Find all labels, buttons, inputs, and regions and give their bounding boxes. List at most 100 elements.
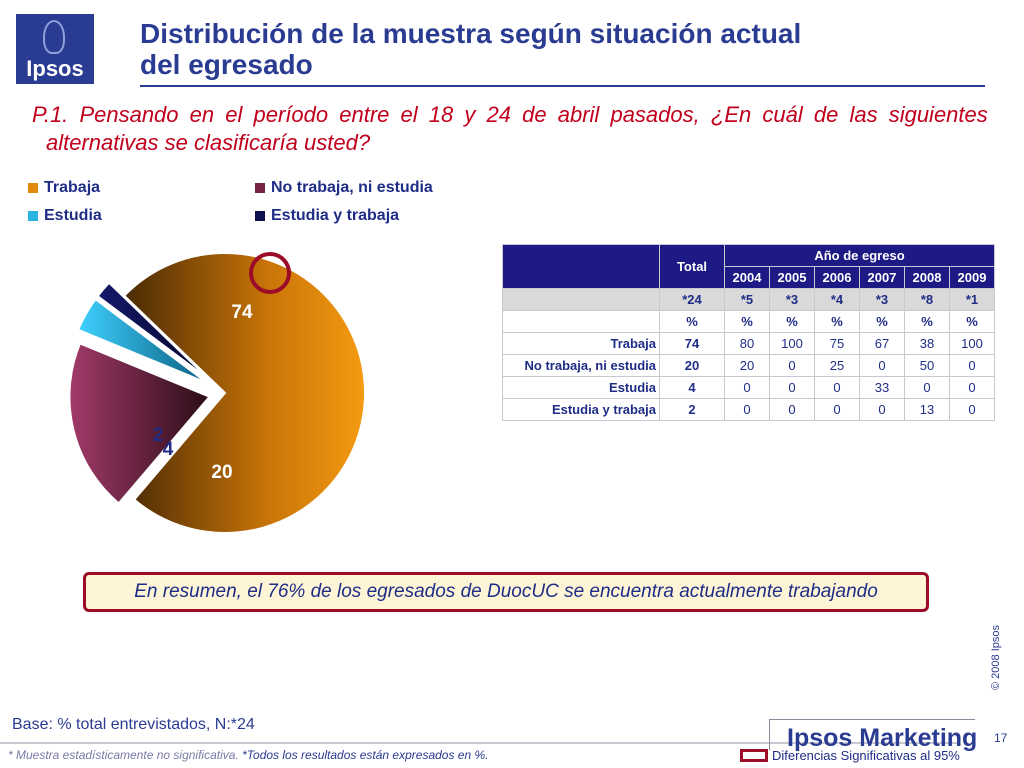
table-base-cell: *3 bbox=[859, 288, 905, 311]
table-cell: 100 bbox=[949, 332, 995, 355]
results-table: Total Año de egreso 2004 2005 2006 2007 2008 20… bbox=[502, 244, 995, 421]
table-base-cell: *1 bbox=[949, 288, 995, 311]
legend-swatch-estudia bbox=[28, 211, 38, 221]
table-row-total: 20 bbox=[659, 354, 725, 377]
question-line-1: P.1. Pensando en el período entre el 18 y 24 de abr… bbox=[32, 101, 988, 129]
table-cell: 25 bbox=[814, 354, 860, 377]
question-word: de bbox=[813, 102, 839, 127]
legend-swatch-no-trabaja bbox=[255, 183, 265, 193]
question-word: y bbox=[464, 102, 476, 127]
table-pct-cell: % bbox=[904, 310, 950, 333]
table-cell: 0 bbox=[814, 376, 860, 399]
table-base-row: *24 *5 *3 *4 *3 *8 *1 bbox=[502, 288, 995, 311]
table-base-label bbox=[502, 288, 660, 311]
question-word: abril bbox=[557, 102, 600, 127]
question-word: 18 bbox=[428, 102, 454, 127]
legend-item-no-trabaja: No trabaja, ni estudia bbox=[255, 179, 433, 197]
title-line-1: Distribución de la muestra según situaci… bbox=[140, 18, 802, 49]
summary-text: En resumen, el 76% de los egresados de D… bbox=[134, 581, 878, 602]
table-pct-cell: % bbox=[769, 310, 815, 333]
table-cell: 67 bbox=[859, 332, 905, 355]
significance-label: Diferencias Significativas al 95% bbox=[772, 748, 960, 763]
table-header-year: 2004 bbox=[724, 266, 770, 289]
table-cell: 0 bbox=[814, 398, 860, 421]
table-header-year: 2006 bbox=[814, 266, 860, 289]
ipsos-logo: Ipsos bbox=[16, 14, 94, 84]
copyright: © 2008 Ipsos bbox=[990, 625, 1002, 690]
table-pct-label bbox=[502, 310, 660, 333]
pie-label-estudia-trabaja: 2 bbox=[153, 425, 164, 446]
table-row-total: 4 bbox=[659, 376, 725, 399]
table-pct-cell: % bbox=[814, 310, 860, 333]
table-header-group: Año de egreso bbox=[724, 244, 995, 267]
table-base-cell: *24 bbox=[659, 288, 725, 311]
table-row: No trabaja, ni estudia 20 20 0 25 0 50 0 bbox=[502, 354, 995, 377]
footer-divider bbox=[0, 742, 960, 744]
pie-slice-no-trabaja bbox=[68, 342, 212, 505]
table-header-row: Total Año de egreso bbox=[502, 244, 995, 289]
table-base-cell: *4 bbox=[814, 288, 860, 311]
table-row: Trabaja 74 80 100 75 67 38 100 bbox=[502, 332, 995, 355]
pie-slice-estudia bbox=[76, 297, 209, 385]
question-word: en bbox=[189, 102, 215, 127]
table-row-total: 74 bbox=[659, 332, 725, 355]
significance-circle-marker bbox=[249, 252, 291, 294]
pie-label-no-trabaja: 20 bbox=[211, 462, 232, 483]
page-title: Distribución de la muestra según situaci… bbox=[140, 18, 960, 80]
table-cell: 0 bbox=[904, 376, 950, 399]
question-word: P.1. bbox=[32, 102, 69, 127]
table-cell: 50 bbox=[904, 354, 950, 377]
title-divider bbox=[140, 85, 985, 87]
legend-label-estudia: Estudia bbox=[44, 207, 102, 224]
table-row-label: Estudia bbox=[502, 376, 660, 399]
question-word: el bbox=[400, 102, 418, 127]
table-base-cell: *8 bbox=[904, 288, 950, 311]
table-cell: 13 bbox=[904, 398, 950, 421]
question-word: entre bbox=[339, 102, 390, 127]
question-word: Pensando bbox=[79, 102, 179, 127]
legend-label-estudia-trabaja: Estudia y trabaja bbox=[271, 207, 400, 224]
pie-label-estudia: 4 bbox=[163, 439, 174, 460]
pie-slice-trabaja bbox=[122, 252, 366, 534]
table-pct-cell: % bbox=[724, 310, 770, 333]
logo-face-icon bbox=[43, 20, 65, 54]
table-cell: 0 bbox=[949, 398, 995, 421]
logo-text: Ipsos bbox=[26, 56, 84, 81]
table-pct-cell: % bbox=[949, 310, 995, 333]
table-row-label: No trabaja, ni estudia bbox=[502, 354, 660, 377]
table-base-cell: *3 bbox=[769, 288, 815, 311]
table-cell: 80 bbox=[724, 332, 770, 355]
table-header-year: 2008 bbox=[904, 266, 950, 289]
table-cell: 0 bbox=[724, 376, 770, 399]
question-word: pasados, bbox=[610, 102, 700, 127]
question-word: período bbox=[253, 102, 329, 127]
table-cell: 0 bbox=[769, 376, 815, 399]
question-word: cuál bbox=[762, 102, 803, 127]
table-cell: 33 bbox=[859, 376, 905, 399]
title-line-2: del egresado bbox=[140, 49, 313, 80]
legend-item-estudia: Estudia bbox=[28, 207, 102, 225]
brand-frame bbox=[769, 719, 975, 750]
table-header-year: 2005 bbox=[769, 266, 815, 289]
question-word: siguientes bbox=[888, 102, 988, 127]
table-row-label: Trabaja bbox=[502, 332, 660, 355]
legend-swatch-estudia-trabaja bbox=[255, 211, 265, 221]
question-word: las bbox=[849, 102, 878, 127]
table-row-total: 2 bbox=[659, 398, 725, 421]
legend-label-no-trabaja: No trabaja, ni estudia bbox=[271, 179, 433, 196]
pie-slice-estudia-trabaja bbox=[96, 281, 211, 381]
table-cell: 100 bbox=[769, 332, 815, 355]
pie-label-trabaja: 74 bbox=[231, 302, 253, 323]
table-pct-row: %%%%%%% bbox=[502, 310, 995, 333]
legend-label-trabaja: Trabaja bbox=[44, 179, 101, 196]
question-text: P.1. Pensando en el período entre el 18 y 24 de abr… bbox=[32, 101, 988, 157]
brand-name: Ipsos Marketing bbox=[787, 724, 978, 752]
table-pct-cell: % bbox=[659, 310, 725, 333]
base-note: Base: % total entrevistados, N:*24 bbox=[12, 716, 255, 733]
table-row: Estudia 4 0 0 0 33 0 0 bbox=[502, 376, 995, 399]
significance-legend: Diferencias Significativas al 95% bbox=[740, 748, 960, 763]
table-cell: 75 bbox=[814, 332, 860, 355]
table-cell: 0 bbox=[724, 398, 770, 421]
table-row: Estudia y trabaja 2 0 0 0 0 13 0 bbox=[502, 398, 995, 421]
